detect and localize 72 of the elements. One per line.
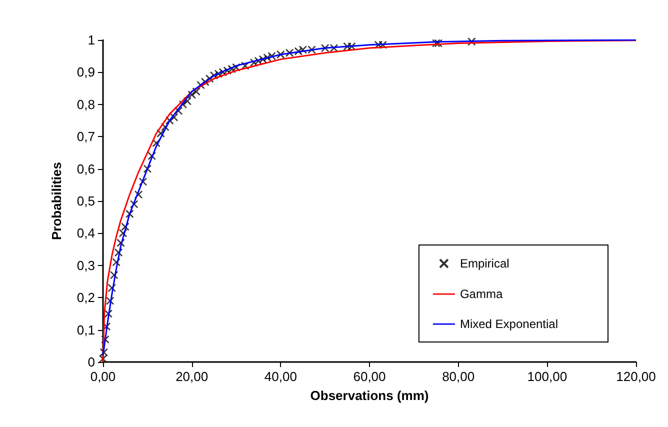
point <box>126 210 134 218</box>
point <box>374 40 383 49</box>
point <box>432 39 440 48</box>
y-tick-label: 0,4 <box>76 226 95 241</box>
y-tick-label: 0,6 <box>76 161 95 176</box>
point <box>156 129 165 138</box>
x-tick-label: 0,00 <box>90 369 116 384</box>
point <box>192 87 200 96</box>
point <box>104 310 112 318</box>
point <box>188 90 196 99</box>
point <box>114 248 123 257</box>
point <box>378 40 387 49</box>
x-tick-label: 60,00 <box>353 369 386 384</box>
point <box>205 74 214 83</box>
point <box>112 258 120 266</box>
legend-label: Gamma <box>460 287 503 301</box>
point <box>106 296 114 305</box>
point <box>152 138 160 148</box>
point <box>143 164 152 173</box>
y-tick-label: 0,5 <box>76 194 95 208</box>
point <box>276 50 285 59</box>
x-tick-label: 80,00 <box>442 369 475 384</box>
point <box>434 39 442 48</box>
x-tick-label: 120,00 <box>616 369 656 384</box>
point <box>210 71 218 80</box>
y-tick-label: 1 <box>88 32 95 48</box>
point <box>468 37 476 46</box>
point <box>101 335 110 344</box>
point <box>308 46 316 54</box>
point <box>214 70 223 78</box>
point <box>134 190 143 199</box>
y-tick-label: 0 <box>88 354 95 370</box>
point <box>116 238 125 248</box>
point <box>294 47 303 56</box>
point <box>298 46 308 54</box>
x-axis-title: Observations (mm) <box>310 388 429 403</box>
y-tick-label: 0,3 <box>76 258 95 273</box>
point <box>218 68 228 76</box>
y-axis-title: Probabilities <box>49 162 64 240</box>
x-tick-label: 40,00 <box>264 369 297 384</box>
point <box>268 52 276 60</box>
y-tick-label: 0,1 <box>76 322 95 338</box>
y-tick-label: 0,8 <box>76 96 95 112</box>
y-tick-label: 0,7 <box>76 129 95 144</box>
point <box>263 54 272 62</box>
point <box>285 48 294 58</box>
point <box>232 63 240 72</box>
point <box>254 56 263 66</box>
point <box>130 200 138 208</box>
y-tick-label: 0,2 <box>76 290 95 306</box>
point <box>348 42 356 51</box>
point <box>161 122 170 132</box>
point <box>258 55 268 64</box>
point <box>228 64 236 74</box>
point <box>178 100 188 109</box>
point <box>170 113 178 122</box>
point <box>330 44 338 52</box>
point <box>183 97 192 106</box>
x-tick-label: 100,00 <box>527 369 568 384</box>
point <box>250 58 258 67</box>
point <box>138 178 148 186</box>
point <box>108 284 116 292</box>
point <box>343 42 352 51</box>
point <box>148 152 156 160</box>
y-tick-label: 0,9 <box>76 64 95 80</box>
x-tick-label: 20,00 <box>176 369 208 384</box>
legend-label: Empirical <box>460 256 510 270</box>
legend-label: Mixed Exponential <box>460 317 558 331</box>
point <box>240 62 250 70</box>
point <box>110 270 118 280</box>
point <box>174 106 183 115</box>
point <box>320 44 330 52</box>
